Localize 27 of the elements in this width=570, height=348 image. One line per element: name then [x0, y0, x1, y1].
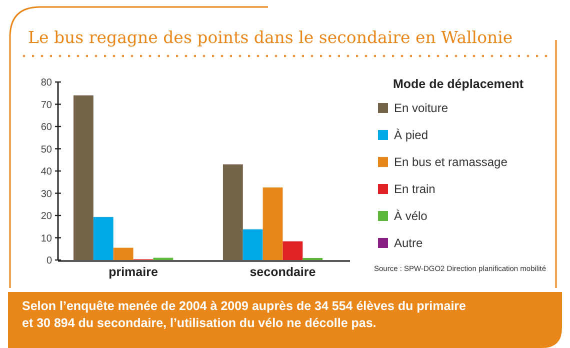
y-tick-label: 10	[40, 233, 52, 244]
y-tick-label: 0	[46, 256, 52, 266]
y-tick-label: 30	[40, 188, 52, 200]
y-tick-label: 70	[40, 100, 52, 111]
chart-title: Le bus regagne des points dans le secondaire en Wallonie	[28, 28, 513, 47]
legend-title: Mode de déplacement	[393, 77, 524, 91]
y-tick-label: 80	[40, 78, 52, 88]
legend-label: À pied	[394, 128, 428, 142]
legend-label: À vélo	[394, 209, 428, 224]
x-tick-label: secondaire	[250, 265, 316, 279]
y-tick-label: 40	[40, 166, 52, 178]
legend-label: Autre	[394, 236, 424, 250]
bar	[262, 187, 283, 260]
bar	[282, 241, 303, 260]
legend-label: En bus et ramassage	[394, 155, 508, 170]
bar	[222, 164, 243, 260]
bar	[73, 95, 94, 260]
text: Selon l’enquête menée de 2004 à 2009 auprès de 34 554 élèves du primaire et 30 894 du secondaire, l’utilisation du vélo ne décolle pas.	[22, 299, 466, 330]
bar	[93, 217, 114, 260]
legend-label: En train	[394, 182, 436, 196]
bar	[113, 248, 134, 260]
legend-label: En voiture	[394, 101, 448, 116]
y-tick-label: 20	[40, 211, 52, 222]
x-tick-label: primaire	[108, 265, 158, 279]
y-tick-label: 50	[40, 144, 52, 156]
y-tick-label: 60	[40, 122, 52, 133]
bar	[242, 229, 263, 260]
